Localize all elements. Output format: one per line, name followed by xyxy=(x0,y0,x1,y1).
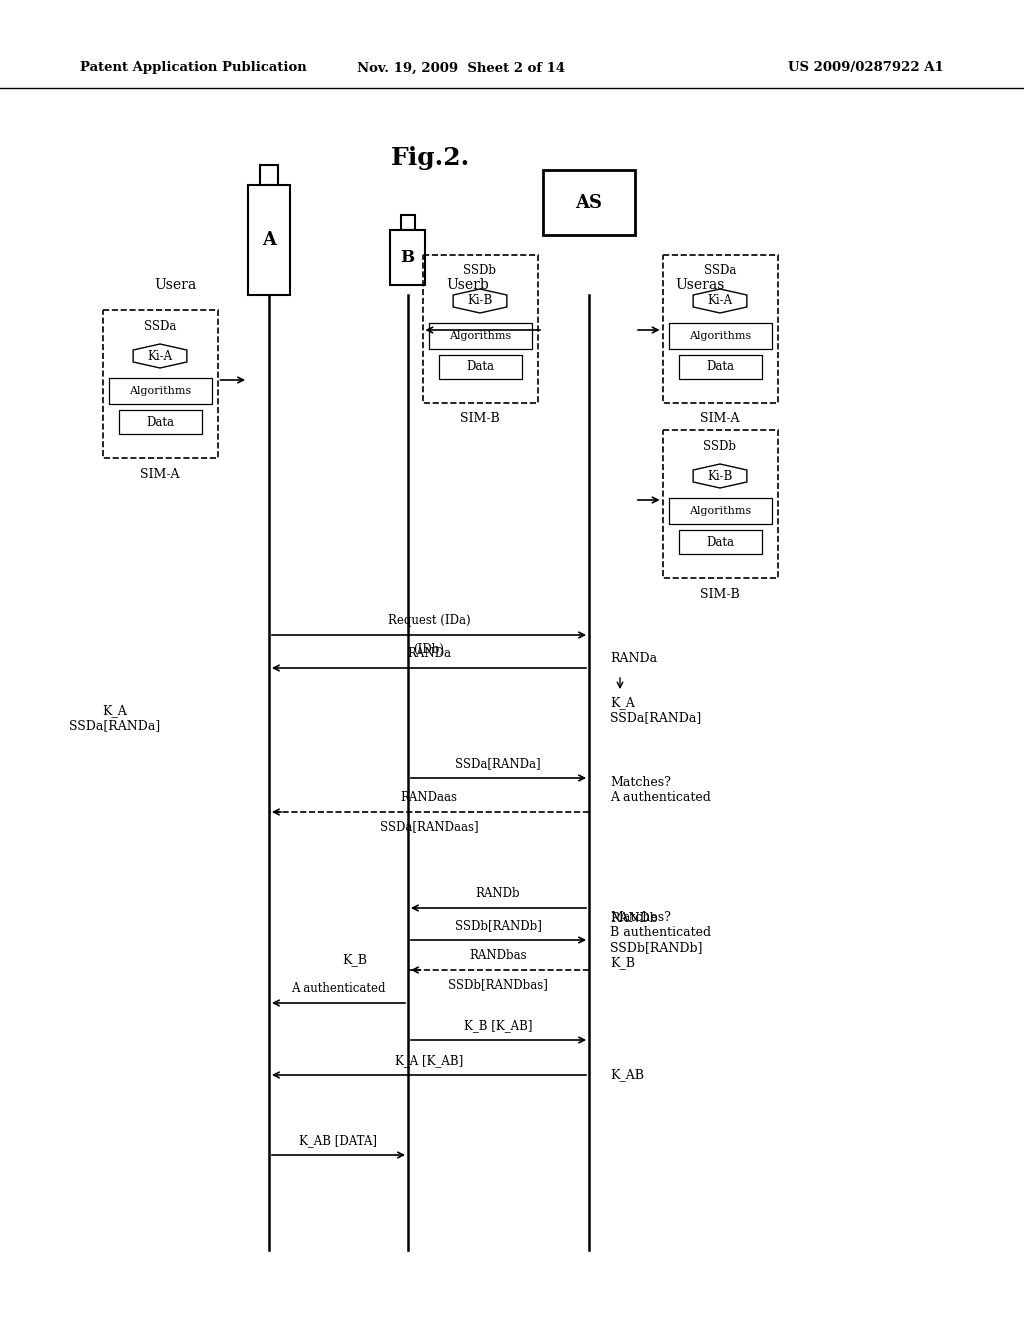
Text: Algorithms: Algorithms xyxy=(689,506,752,516)
Bar xyxy=(679,355,762,379)
Text: B: B xyxy=(400,249,415,267)
Text: Data: Data xyxy=(706,536,734,549)
Bar xyxy=(669,498,771,524)
Text: A authenticated: A authenticated xyxy=(291,982,385,995)
Text: K_A [K_AB]: K_A [K_AB] xyxy=(395,1053,463,1067)
Text: SSDb: SSDb xyxy=(703,440,736,453)
Text: Algorithms: Algorithms xyxy=(689,331,752,341)
Text: K_A
SSDa[RANDa]: K_A SSDa[RANDa] xyxy=(70,704,161,733)
Bar xyxy=(679,531,762,554)
Bar xyxy=(663,430,777,578)
Text: SSDa: SSDa xyxy=(703,264,736,277)
Text: K_B [K_AB]: K_B [K_AB] xyxy=(464,1019,532,1032)
Text: Matches?
B authenticated
SSDb[RANDb]
K_B: Matches? B authenticated SSDb[RANDb] K_B xyxy=(610,911,711,969)
Text: K_B: K_B xyxy=(342,953,368,966)
Text: Fig.2.: Fig.2. xyxy=(390,147,470,170)
Text: SSDb[RANDb]: SSDb[RANDb] xyxy=(455,919,542,932)
Text: Matches?
A authenticated: Matches? A authenticated xyxy=(610,776,711,804)
Text: Algorithms: Algorithms xyxy=(449,331,511,341)
Bar xyxy=(423,255,538,403)
Text: RANDaas: RANDaas xyxy=(400,791,458,804)
Polygon shape xyxy=(693,465,746,488)
Bar xyxy=(248,185,290,294)
Text: Request (IDa): Request (IDa) xyxy=(388,614,470,627)
Bar xyxy=(669,323,771,348)
Text: RANDb: RANDb xyxy=(610,912,657,924)
Bar xyxy=(663,255,777,403)
Text: AS: AS xyxy=(575,194,602,211)
Bar xyxy=(260,165,278,185)
Text: Algorithms: Algorithms xyxy=(129,385,191,396)
Text: SSDa[RANDaas]: SSDa[RANDaas] xyxy=(380,820,478,833)
Text: SIM-A: SIM-A xyxy=(140,467,180,480)
Text: RANDb: RANDb xyxy=(476,887,520,900)
Text: Data: Data xyxy=(466,360,494,374)
Text: SSDa: SSDa xyxy=(143,319,176,333)
Text: K_A
SSDa[RANDa]: K_A SSDa[RANDa] xyxy=(610,696,701,723)
Text: SSDb[RANDbas]: SSDb[RANDbas] xyxy=(449,978,548,991)
Text: SIM-A: SIM-A xyxy=(700,412,739,425)
Polygon shape xyxy=(133,345,186,368)
Text: RANDa: RANDa xyxy=(407,647,451,660)
Text: SSDb: SSDb xyxy=(464,264,497,277)
Bar xyxy=(543,170,635,235)
Text: Usera: Usera xyxy=(154,279,197,292)
Text: K_AB [DATA]: K_AB [DATA] xyxy=(299,1134,377,1147)
Text: SIM-B: SIM-B xyxy=(700,587,740,601)
Text: Useras: Useras xyxy=(675,279,725,292)
Polygon shape xyxy=(693,289,746,313)
Text: Ki-B: Ki-B xyxy=(708,470,733,483)
Text: A: A xyxy=(262,231,276,249)
Bar xyxy=(109,378,212,404)
Bar xyxy=(400,215,415,230)
Bar xyxy=(428,323,531,348)
Text: Ki-B: Ki-B xyxy=(467,294,493,308)
Text: Nov. 19, 2009  Sheet 2 of 14: Nov. 19, 2009 Sheet 2 of 14 xyxy=(356,62,565,74)
Text: Patent Application Publication: Patent Application Publication xyxy=(80,62,307,74)
Text: SSDa[RANDa]: SSDa[RANDa] xyxy=(456,756,541,770)
Text: K_AB: K_AB xyxy=(610,1068,644,1081)
Text: Data: Data xyxy=(146,416,174,429)
Bar xyxy=(390,230,425,285)
Text: US 2009/0287922 A1: US 2009/0287922 A1 xyxy=(788,62,944,74)
Bar xyxy=(438,355,521,379)
Text: Userb: Userb xyxy=(446,279,489,292)
Bar xyxy=(102,310,217,458)
Bar xyxy=(119,411,202,434)
Text: Data: Data xyxy=(706,360,734,374)
Text: RANDa: RANDa xyxy=(610,652,657,664)
Polygon shape xyxy=(454,289,507,313)
Text: RANDbas: RANDbas xyxy=(469,949,526,962)
Text: Ki-A: Ki-A xyxy=(708,294,732,308)
Text: Ki-A: Ki-A xyxy=(147,350,173,363)
Text: (IDb): (IDb) xyxy=(414,643,444,656)
Text: SIM-B: SIM-B xyxy=(460,412,500,425)
